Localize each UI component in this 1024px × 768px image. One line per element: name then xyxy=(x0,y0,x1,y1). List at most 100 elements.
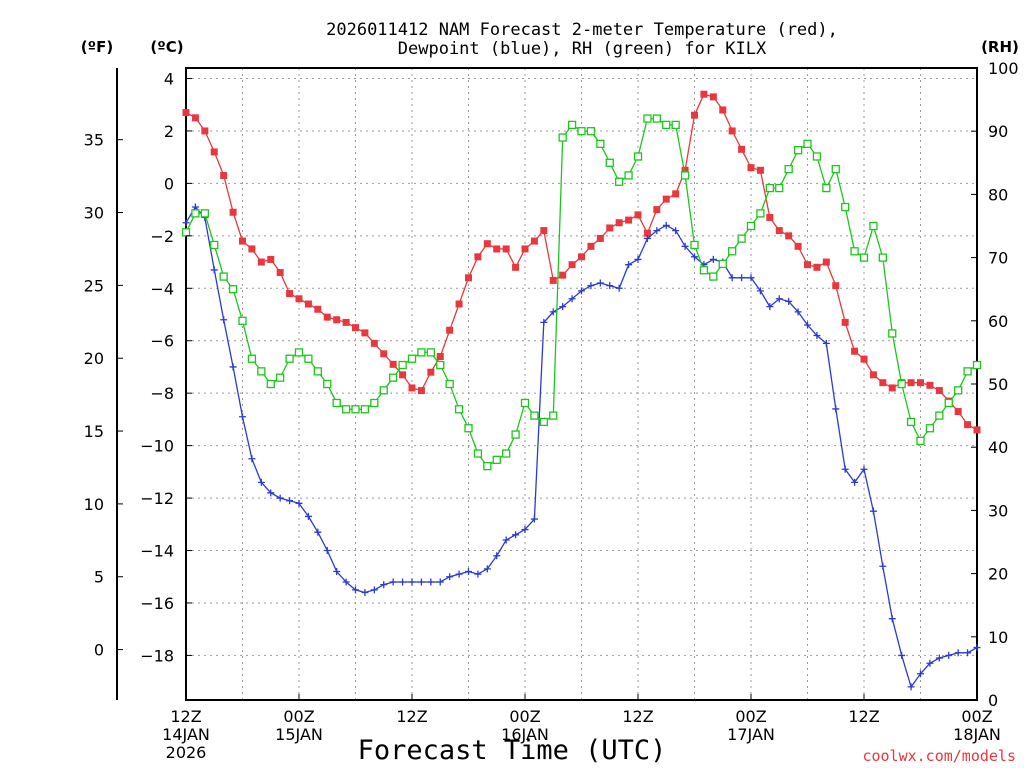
rh-point xyxy=(266,379,275,389)
rh-point xyxy=(407,354,417,363)
dewpoint-point xyxy=(323,547,331,555)
dewpoint-point xyxy=(634,255,642,263)
temperature-point xyxy=(954,408,962,416)
temperature-point xyxy=(964,421,972,429)
temperature-point xyxy=(869,371,877,379)
temperature-point xyxy=(389,360,397,368)
rh-point xyxy=(831,164,840,174)
celsius-tick-label: −10 xyxy=(140,437,174,456)
x-tick-label: 16JAN xyxy=(501,725,549,744)
rh-tick-label: 90 xyxy=(988,122,1008,141)
temperature-point xyxy=(662,195,670,203)
temperature-point xyxy=(596,234,604,242)
rh-point xyxy=(803,139,812,148)
temperature-point xyxy=(530,237,538,245)
rh-point xyxy=(897,379,906,389)
series-dewpoint xyxy=(182,203,981,691)
rh-point xyxy=(577,127,586,136)
temperature-point xyxy=(615,219,623,227)
dewpoint-point xyxy=(304,512,312,520)
temperature-point xyxy=(794,242,802,250)
rh-point xyxy=(878,253,887,262)
fahrenheit-tick-label: 30 xyxy=(84,204,104,223)
temperature-point xyxy=(653,206,661,214)
temperature-point xyxy=(502,245,510,253)
rh-unit-label: (RH) xyxy=(981,38,1019,56)
temperature-point xyxy=(474,253,482,261)
fahrenheit-tick-label: 0 xyxy=(94,641,104,660)
celsius-unit-label: (ºC) xyxy=(150,38,183,56)
rh-point xyxy=(793,146,803,155)
dewpoint-point xyxy=(342,578,350,586)
temperature-point xyxy=(465,274,472,282)
dewpoint-point xyxy=(389,578,397,586)
temperature-point xyxy=(832,282,840,290)
rh-point xyxy=(323,379,332,389)
temperature-point xyxy=(512,263,520,271)
dewpoint-point xyxy=(973,644,981,652)
dewpoint-point xyxy=(766,303,774,311)
temperature-point xyxy=(747,164,755,172)
fahrenheit-unit-label: (ºF) xyxy=(81,38,113,56)
rh-tick-label: 20 xyxy=(988,565,1008,584)
dewpoint-point xyxy=(775,295,783,303)
rh-point xyxy=(247,354,257,363)
dewpoint-point xyxy=(738,274,746,282)
temperature-point xyxy=(709,93,717,101)
temperature-point xyxy=(248,245,256,253)
dewpoint-point xyxy=(493,552,501,560)
rh-point xyxy=(954,386,963,395)
rh-point xyxy=(784,164,793,174)
rh-point xyxy=(257,367,266,376)
dewpoint-point xyxy=(286,497,294,505)
dewpoint-point xyxy=(239,413,246,421)
rh-point xyxy=(454,405,464,414)
rh-point xyxy=(633,152,643,161)
celsius-tick-label: −6 xyxy=(150,332,174,351)
temperature-point xyxy=(276,269,284,277)
fahrenheit-tick-label: 20 xyxy=(84,349,104,368)
temperature-point xyxy=(380,350,388,358)
dewpoint-point xyxy=(747,274,755,282)
rh-point xyxy=(737,234,746,243)
rh-point xyxy=(888,329,897,338)
dewpoint-point xyxy=(907,683,915,691)
rh-point xyxy=(841,202,850,212)
temperature-point xyxy=(267,255,275,263)
x-tick-label: 12Z xyxy=(848,707,879,726)
dewpoint-point xyxy=(521,526,529,534)
grid-layer xyxy=(186,68,977,700)
dewpoint-point xyxy=(465,568,472,576)
celsius-tick-label: −2 xyxy=(150,227,174,246)
rh-point xyxy=(228,285,238,294)
rh-point xyxy=(370,398,379,408)
dewpoint-point xyxy=(879,562,887,570)
dewpoint-point xyxy=(606,282,614,290)
dewpoint-point xyxy=(625,261,633,269)
rh-point xyxy=(944,398,953,408)
rh-point xyxy=(775,183,784,193)
rh-point xyxy=(379,386,388,395)
rh-point xyxy=(728,247,737,256)
dewpoint-point xyxy=(945,651,953,659)
series-rh xyxy=(181,114,982,471)
rh-point xyxy=(502,449,511,458)
temperature-point xyxy=(549,276,557,284)
dewpoint-point xyxy=(888,615,896,623)
dewpoint-point xyxy=(851,478,859,486)
dewpoint-point xyxy=(756,287,764,295)
dewpoint-point xyxy=(568,295,576,303)
dewpoint-point xyxy=(210,266,218,274)
dewpoint-point xyxy=(530,515,538,523)
dewpoint-point xyxy=(417,578,425,586)
temperature-point xyxy=(370,339,378,347)
dewpoint-point xyxy=(691,253,698,261)
temperature-point xyxy=(804,261,811,269)
dewpoint-point xyxy=(926,659,934,667)
dewpoint-point xyxy=(427,578,435,586)
dewpoint-point xyxy=(502,536,510,544)
dewpoint-point xyxy=(314,528,322,536)
temperature-point xyxy=(436,352,444,360)
dewpoint-point xyxy=(917,670,924,678)
rh-point xyxy=(445,379,454,389)
